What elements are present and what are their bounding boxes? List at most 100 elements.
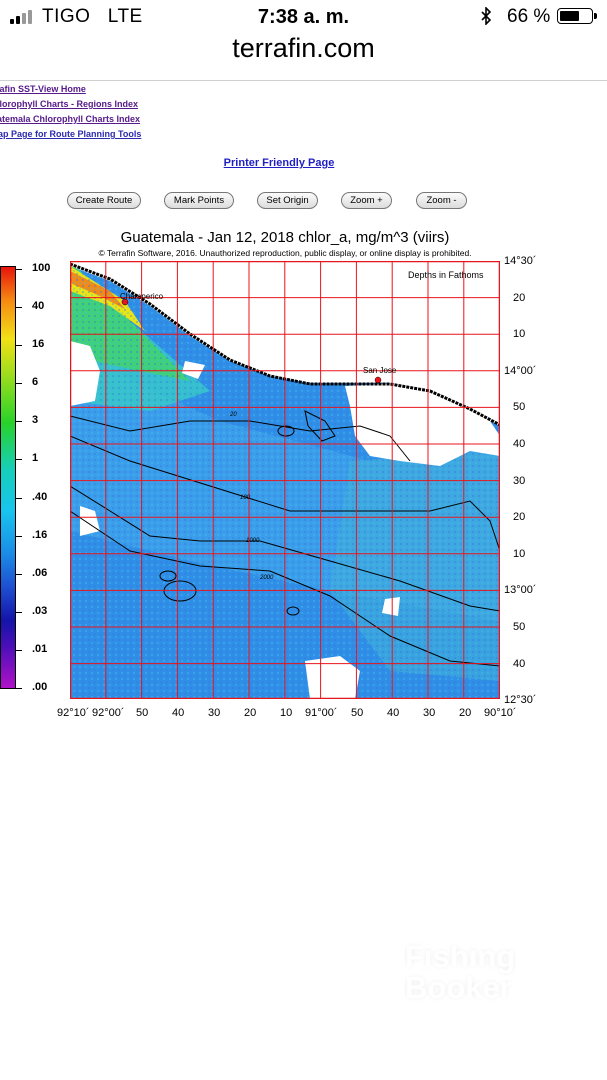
longitude-label: 90°10´ [484, 707, 517, 719]
printer-friendly-link[interactable]: Printer Friendly Page [223, 157, 335, 169]
map-grid [70, 261, 500, 699]
link-chlorophyll-regions-index[interactable]: hlorophyll Charts - Regions Index [0, 99, 139, 109]
carrier-network: TIGO LTE [42, 6, 143, 28]
contour-20 [70, 415, 411, 462]
color-scale-tick [16, 688, 22, 689]
place-marker-champerico[interactable] [121, 298, 129, 306]
mark-points-button[interactable]: Mark Points [164, 192, 234, 209]
longitude-label: 92°10´ [57, 707, 90, 719]
color-scale-label: .40 [32, 490, 48, 503]
longitude-label: 30 [423, 707, 436, 719]
contour-label-2000: 2000 [259, 575, 274, 581]
latitude-label: 12°30´ [504, 694, 537, 707]
contour-loop-4 [286, 606, 300, 616]
watermark-line-1: Fishing [405, 939, 516, 974]
longitude-label: 92°00´ [92, 707, 125, 719]
chlorophyll-color-scale [0, 266, 16, 689]
nav-links: rafin SST-View Home hlorophyll Charts - … [0, 82, 141, 142]
color-scale-tick [16, 573, 22, 575]
latitude-label: 14°00´ [504, 364, 537, 377]
map-border [70, 261, 500, 699]
longitude-label: 40 [387, 707, 400, 719]
cloud-cover-inland [182, 361, 205, 379]
color-scale-label: .00 [32, 681, 48, 693]
chlorophyll-map[interactable]: Depths in Fathoms Champerico San Jose 20… [70, 261, 500, 699]
latitude-label: 50 [513, 401, 526, 414]
place-label-champerico: Champerico [120, 292, 164, 301]
bluetooth-icon [481, 6, 492, 30]
color-scale-label: .01 [32, 642, 48, 655]
latitude-label: 40 [513, 657, 526, 670]
link-sst-view-home[interactable]: rafin SST-View Home [0, 84, 86, 94]
color-scale-tick [16, 459, 22, 461]
contour-100 [70, 435, 500, 552]
fishingbooker-watermark: Fishing Booker [345, 938, 585, 1010]
set-origin-button[interactable]: Set Origin [257, 192, 318, 209]
contour-loop-2 [163, 580, 197, 602]
color-scale-label: 16 [32, 338, 45, 351]
clock: 7:38 a. m. [257, 6, 350, 28]
color-scale-tick [16, 383, 22, 385]
longitude-label: 50 [351, 707, 364, 719]
color-scale-tick [16, 535, 22, 537]
carrier-name: TIGO [42, 6, 91, 27]
color-scale-tick [16, 307, 22, 309]
color-scale-tick [16, 497, 22, 499]
zoom-in-button[interactable]: Zoom + [341, 192, 392, 209]
cloud-cover-south [305, 656, 360, 699]
color-scale-label: .03 [32, 604, 48, 617]
contour-loop-3 [159, 570, 177, 582]
link-route-planning-tools[interactable]: ap Page for Route Planning Tools [0, 129, 142, 139]
longitude-label: 20 [459, 707, 472, 719]
longitude-label: 20 [244, 707, 257, 719]
latitude-label: 20 [513, 511, 526, 524]
cloud-cover-patch [382, 597, 400, 616]
longitude-label: 10 [280, 707, 293, 719]
color-scale-tick [16, 269, 22, 270]
place-label-san-jose: San Jose [363, 366, 397, 375]
color-scale-tick [16, 649, 22, 651]
color-scale-label: .16 [32, 528, 48, 541]
longitude-label: 40 [172, 707, 185, 719]
latitude-label: 40 [513, 438, 526, 450]
longitude-label: 30 [208, 707, 221, 719]
contour-1000 [70, 485, 500, 612]
color-scale-label: 40 [32, 300, 45, 313]
cloud-cover-small [80, 506, 100, 536]
latitude-label: 30 [513, 474, 526, 487]
contour-label-20: 20 [229, 412, 237, 418]
place-marker-san-jose[interactable] [374, 376, 382, 384]
fishingbooker-logo-icon [345, 938, 401, 1006]
color-scale-label: 100 [32, 262, 51, 274]
map-title: Guatemala - Jan 12, 2018 chlor_a, mg/m^3… [120, 229, 450, 246]
url-bar[interactable]: terrafin.com [232, 33, 375, 63]
color-scale-tick [16, 345, 22, 347]
color-scale-label: 3 [32, 414, 39, 427]
longitude-label: 91°00´ [305, 707, 338, 719]
network-type: LTE [107, 6, 143, 27]
color-scale-label: .06 [32, 566, 48, 579]
map-copyright: © Terrafin Software, 2016. Unauthorized … [98, 248, 472, 258]
cloud-cover-west [70, 341, 100, 406]
zoom-out-button[interactable]: Zoom - [416, 192, 467, 209]
coastline [70, 262, 500, 427]
latitude-label: 14°30´ [504, 255, 537, 267]
create-route-button[interactable]: Create Route [67, 192, 141, 209]
contour-label-100: 100 [240, 495, 251, 501]
link-guatemala-chlorophyll-index[interactable]: atemala Chlorophyll Charts Index [0, 114, 141, 124]
legend-note: Depths in Fathoms [408, 270, 484, 280]
latitude-label: 10 [513, 328, 526, 341]
latitude-label: 50 [513, 621, 526, 633]
contour-label-1000: 1000 [246, 538, 260, 544]
longitude-label: 50 [136, 707, 149, 719]
watermark-text: Fishing Booker [405, 941, 515, 1003]
map-toolbar: Create Route Mark Points Set Origin Zoom… [0, 192, 607, 210]
color-scale-tick [16, 611, 22, 613]
battery-icon [557, 8, 597, 24]
color-scale-tick [16, 421, 22, 423]
url-bar-divider [0, 80, 607, 81]
battery-fill [560, 11, 580, 21]
latitude-label: 20 [513, 291, 526, 304]
color-scale-label: 6 [32, 376, 39, 389]
status-bar: TIGO LTE 7:38 a. m. 66 % [0, 0, 607, 34]
